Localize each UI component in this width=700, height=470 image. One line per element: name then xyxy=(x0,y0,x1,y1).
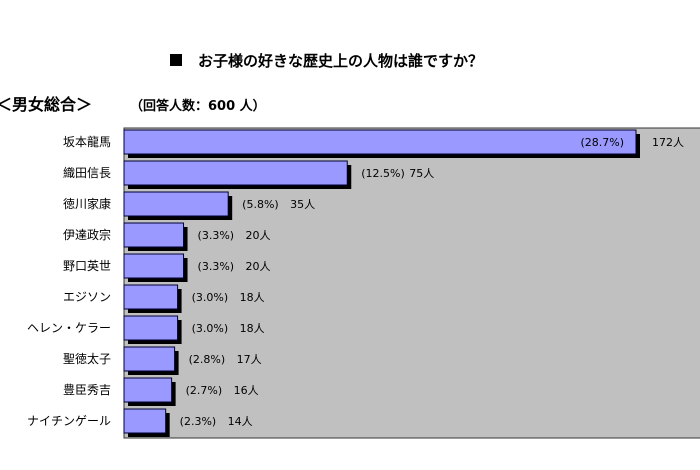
category-label: 豊臣秀吉 xyxy=(63,383,111,397)
bar xyxy=(123,408,167,434)
percent-label: (12.5%) xyxy=(361,167,405,180)
category-label: ヘレン・ケラー xyxy=(27,321,111,335)
category-label: ナイチンゲール xyxy=(27,414,111,428)
bar xyxy=(123,253,185,279)
category-label: 聖徳太子 xyxy=(63,351,111,366)
bar xyxy=(123,129,637,155)
percent-label: (3.3%) xyxy=(198,260,235,273)
chart-title: お子様の好きな歴史上の人物は誰ですか？ xyxy=(198,52,483,70)
percent-label: (28.7%) xyxy=(580,136,624,149)
count-label: 18人 xyxy=(240,322,265,335)
category-label: 徳川家康 xyxy=(63,196,111,211)
percent-label: (3.3%) xyxy=(198,229,235,242)
bar xyxy=(123,160,348,186)
count-label: 20人 xyxy=(246,260,271,273)
count-label: 75人 xyxy=(409,167,434,180)
bar xyxy=(123,284,179,310)
count-label: 18人 xyxy=(240,291,265,304)
count-label: 35人 xyxy=(290,198,315,211)
chart-subtitle: ＜男女総合＞ xyxy=(0,95,92,114)
bar xyxy=(123,346,176,372)
category-label: 坂本龍馬 xyxy=(63,134,111,149)
count-label: 20人 xyxy=(246,229,271,242)
percent-label: (3.0%) xyxy=(192,322,229,335)
category-label: 伊達政宗 xyxy=(63,227,111,242)
bar xyxy=(123,315,179,341)
percent-label: (3.0%) xyxy=(192,291,229,304)
count-label: 14人 xyxy=(228,415,253,428)
title-marker xyxy=(170,54,182,66)
category-label: 野口英世 xyxy=(63,259,111,273)
count-label: 16人 xyxy=(234,384,259,397)
percent-label: (2.3%) xyxy=(180,415,217,428)
bar xyxy=(123,191,229,217)
percent-label: (5.8%) xyxy=(242,198,279,211)
respondent-count: （回答人数：600 人） xyxy=(130,98,266,114)
category-label: 織田信長 xyxy=(63,166,111,180)
percent-label: (2.8%) xyxy=(189,353,226,366)
bar xyxy=(123,377,173,403)
count-label: 17人 xyxy=(237,353,262,366)
bar xyxy=(123,222,185,248)
percent-label: (2.7%) xyxy=(186,384,223,397)
count-label: 172人 xyxy=(652,136,684,149)
category-label: エジソン xyxy=(63,290,111,304)
